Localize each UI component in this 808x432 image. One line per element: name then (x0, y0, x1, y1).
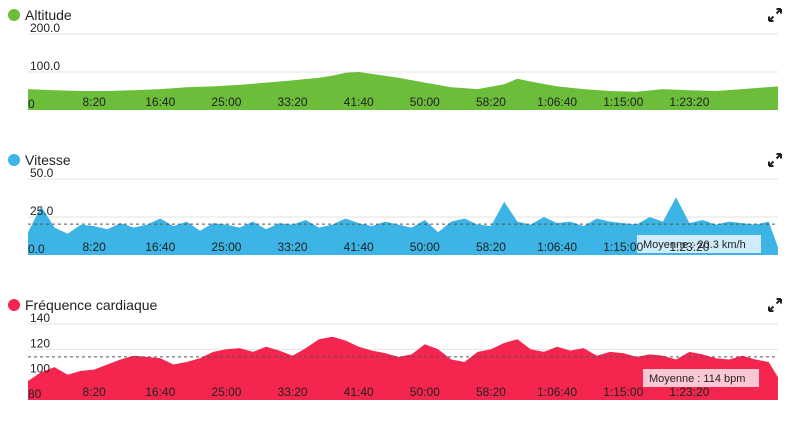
y-tick-label: 0.0 (28, 242, 45, 256)
x-tick-label: 58:20 (476, 240, 506, 254)
x-tick-label: 50:00 (410, 95, 440, 109)
x-tick-label: 25:00 (211, 240, 241, 254)
average-label: Moyenne : 114 bpm (649, 373, 745, 385)
y-tick-label: 25.0 (30, 204, 54, 218)
x-tick-label: 41:40 (344, 385, 374, 399)
vitesse-chart: Moyenne : 20.3 km/h 50.0 25.0 0.0 8:20 16:40 2… (28, 166, 778, 256)
expand-icon[interactable] (768, 153, 782, 167)
x-tick-label: 33:20 (278, 95, 308, 109)
frequence-legend-dot (8, 299, 20, 311)
x-tick-label: 1:06:40 (537, 95, 577, 109)
y-tick-label: 140 (30, 311, 50, 325)
expand-icon[interactable] (768, 298, 782, 312)
x-tick-label: 50:00 (410, 240, 440, 254)
vitesse-legend-dot (8, 154, 20, 166)
frequence-panel: Fréquence cardiaque Moyenne : 114 bpm 140… (0, 290, 808, 432)
x-tick-label: 16:40 (145, 95, 175, 109)
altitude-legend-dot (8, 9, 20, 21)
x-tick-label: 50:00 (410, 385, 440, 399)
frequence-title: Fréquence cardiaque (25, 297, 158, 313)
y-tick-label: 200.0 (30, 21, 60, 35)
y-tick-label: 80 (28, 387, 42, 401)
y-tick-label: 100 (30, 362, 50, 376)
vitesse-panel: Vitesse Moyenne : 20.3 km/h 50.0 25.0 0.0 8:… (0, 145, 808, 287)
y-tick-label: 120 (30, 336, 50, 350)
x-tick-label: 1:06:40 (537, 240, 577, 254)
frequence-header: Fréquence cardiaque (8, 296, 157, 314)
x-tick-label: 1:15:00 (603, 95, 643, 109)
x-tick-label: 33:20 (278, 240, 308, 254)
x-tick-label: 33:20 (278, 385, 308, 399)
vitesse-title: Vitesse (25, 152, 71, 168)
x-tick-label: 8:20 (82, 95, 106, 109)
altitude-header: Altitude (8, 6, 72, 24)
y-tick-label: 100.0 (30, 59, 60, 73)
x-tick-label: 1:15:00 (603, 385, 643, 399)
average-label-bg (643, 369, 759, 387)
x-tick-label: 58:20 (476, 95, 506, 109)
average-label: Moyenne : 20.3 km/h (643, 239, 746, 251)
expand-icon[interactable] (768, 8, 782, 22)
altitude-title: Altitude (25, 7, 72, 23)
vitesse-header: Vitesse (8, 151, 71, 169)
y-tick-label: 50.0 (30, 166, 54, 180)
x-tick-label: 25:00 (211, 95, 241, 109)
series-area (28, 197, 778, 255)
x-tick-label: 1:06:40 (537, 385, 577, 399)
x-tick-label: 1:23:20 (669, 240, 709, 254)
frequence-chart: Moyenne : 114 bpm 140 120 100 80 8:20 16:40 25:… (28, 311, 778, 401)
series-area (28, 72, 778, 110)
average-label-bg (637, 235, 761, 253)
x-tick-label: 8:20 (82, 240, 106, 254)
y-tick-label: 0 (28, 97, 35, 111)
x-tick-label: 1:23:20 (669, 385, 709, 399)
x-tick-label: 16:40 (145, 240, 175, 254)
x-tick-label: 1:15:00 (603, 240, 643, 254)
x-tick-label: 8:20 (82, 385, 106, 399)
altitude-chart: 200.0 100.0 0 8:20 16:40 25:00 33:20 41:40 50:00… (28, 21, 778, 111)
x-tick-label: 25:00 (211, 385, 241, 399)
x-tick-label: 1:23:20 (669, 95, 709, 109)
x-tick-label: 58:20 (476, 385, 506, 399)
altitude-panel: Altitude 200.0 100.0 0 8:20 16:40 25:00 33:20 4… (0, 0, 808, 142)
x-tick-label: 16:40 (145, 385, 175, 399)
x-tick-label: 41:40 (344, 95, 374, 109)
series-area (28, 336, 778, 400)
x-tick-label: 41:40 (344, 240, 374, 254)
